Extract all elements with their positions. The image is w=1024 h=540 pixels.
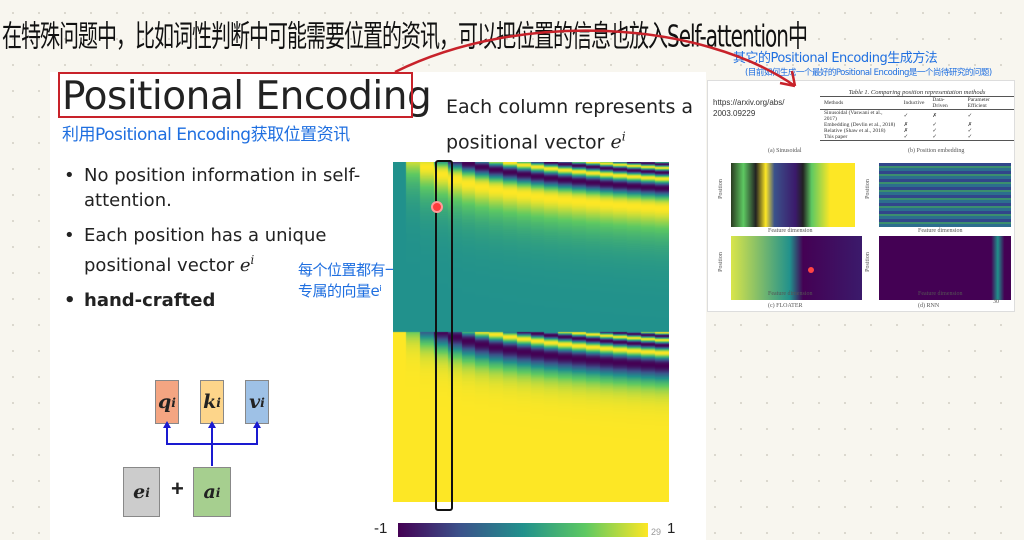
td: ✓ [967, 113, 973, 119]
td: ✓ [932, 128, 938, 134]
arrows-diagram [163, 421, 261, 466]
bullet-2: Each position has a unique positional ve… [62, 223, 374, 278]
e-letter: e [239, 255, 251, 276]
handwritten-note-unique-vector: 每个位置都有一个 专属的向量eⁱ [298, 260, 415, 302]
td: Relative (Shaw et al., 2018) [824, 128, 886, 134]
e-label: e [133, 481, 146, 503]
colorbar-max: 1 [667, 520, 676, 537]
i-sup: i [250, 253, 255, 267]
colorbar [398, 523, 648, 537]
td: Embedding (Devlin et al., 2018) [824, 122, 896, 128]
column-highlight-box [435, 160, 453, 511]
pointer-dot [431, 201, 443, 213]
i-sup: i [216, 394, 221, 410]
td: ✗ [903, 122, 909, 128]
q-label: q [158, 391, 172, 413]
slide-page-number: 29 [651, 527, 662, 537]
th: Methods [824, 100, 844, 106]
x-axis-label: Feature dimension [918, 291, 963, 297]
td: ✓ [932, 122, 938, 128]
table-header: Methods Inductive Data-Driven Parameter Eff… [820, 96, 1014, 110]
plus-sign: + [171, 476, 184, 501]
table-caption: Table 1. Comparing position representati… [848, 89, 986, 96]
column-heading-line1: Each column represents a [446, 96, 694, 118]
e-letter: e [610, 131, 622, 154]
i-sup: i [215, 484, 221, 500]
td: ✓ [967, 128, 973, 134]
td: ✓ [932, 134, 938, 140]
slide-title: Positional Encoding [62, 74, 432, 119]
paper-url[interactable]: https://arxiv.org/abs/ 2003.09229 [713, 98, 785, 118]
th: Parameter Efficient [967, 97, 990, 109]
td: This paper [824, 134, 848, 140]
panel-label-d: (d) RNN [918, 303, 940, 309]
table-row: Sinusoidal (Vaswani et al., 2017) ✓ ✗ ✓ [820, 110, 1014, 122]
panel-label-a: (a) Sinusoidal [768, 148, 802, 154]
td: ✓ [903, 134, 909, 140]
a-label: a [203, 481, 216, 503]
positional-encoding-heatmap [393, 162, 669, 502]
td: ✗ [903, 128, 909, 134]
td: ✗ [967, 122, 973, 128]
i-sup: i [171, 394, 176, 410]
handwritten-note-open-problem: (目前如何生成一个最好的Positional Encoding是一个尚待研究的问… [745, 68, 992, 78]
th: Data-Driven [932, 97, 948, 109]
e-i-symbol: ei [610, 130, 626, 154]
handwritten-note-other-methods: 其它的Positional Encoding生成方法 [733, 51, 938, 66]
td: Sinusoidal (Vaswani et al., 2017) [824, 110, 883, 122]
table-row: Relative (Shaw et al., 2018) ✗ ✓ ✓ [820, 128, 1014, 134]
comparison-table: Table 1. Comparing position representati… [820, 89, 1014, 141]
td: ✓ [903, 113, 909, 119]
handwritten-note-under-title: 利用Positional Encoding获取位置资讯 [62, 125, 350, 145]
colorbar-min: -1 [374, 520, 388, 537]
bullet-3: hand-crafted [62, 288, 374, 313]
column-heading-line2: positional vector ei [446, 122, 693, 157]
title-highlight-box [58, 72, 413, 118]
x-axis-label: Feature dimension [768, 228, 813, 234]
panel-b-embedding [879, 163, 1011, 227]
table-row: This paper ✓ ✓ ✓ [820, 134, 1014, 141]
panel-d-rnn [879, 236, 1011, 300]
td: ✓ [967, 134, 973, 140]
i-sup: i [621, 130, 626, 144]
pointer-dot [808, 267, 814, 273]
paper-page-number: 30 [993, 299, 999, 305]
paper-figure: https://arxiv.org/abs/ 2003.09229 Table … [707, 80, 1015, 312]
x-axis-label: Feature dimension [918, 228, 963, 234]
column-heading-text: positional vector [446, 131, 611, 154]
i-sup: i [260, 394, 265, 410]
note-line2: 专属的向量eⁱ [298, 282, 382, 300]
bullet-list: No position information in self-attentio… [62, 163, 374, 323]
panel-label-b: (b) Position embedding [908, 148, 965, 154]
handwritten-note-top: 在特殊问题中，比如词性判断中可能需要位置的资讯，可以把位置的信息也放入Self-… [2, 18, 808, 54]
table-row: Embedding (Devlin et al., 2018) ✗ ✓ ✗ [820, 122, 1014, 128]
bullet-2-text: Each position has a unique positional ve… [84, 225, 327, 276]
td: ✗ [932, 113, 938, 119]
panel-a-sinusoidal [731, 163, 855, 227]
v-label: v [249, 391, 261, 413]
column-heading: Each column represents a positional vect… [446, 92, 693, 157]
k-label: k [203, 391, 217, 413]
e-i-symbol: ei [239, 253, 255, 276]
i-sup: i [145, 484, 150, 500]
bullet-1: No position information in self-attentio… [62, 163, 374, 213]
note-line1: 每个位置都有一个 [298, 261, 415, 279]
x-axis-label: Feature dimension [768, 291, 813, 297]
panel-c-floater [731, 236, 862, 300]
panel-label-c: (c) FLOATER [768, 303, 803, 309]
th: Inductive [903, 100, 925, 106]
